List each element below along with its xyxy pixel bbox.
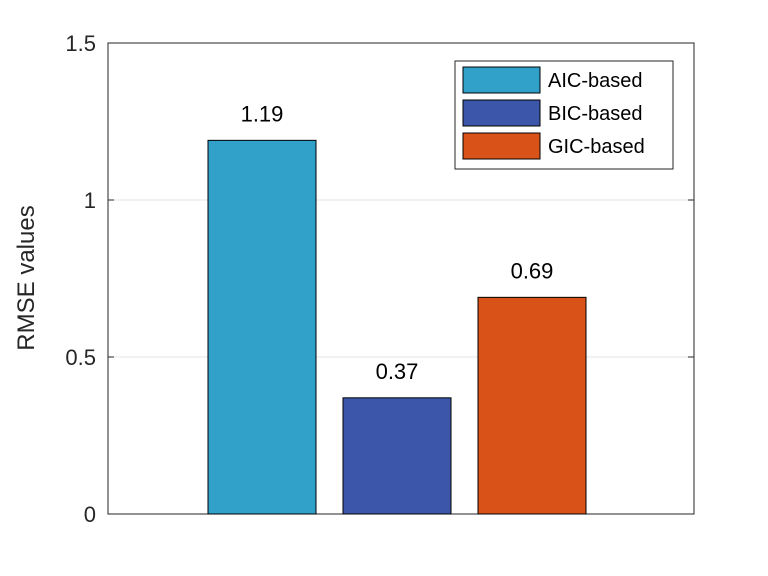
data-label: 0.69 — [511, 258, 554, 283]
y-tick-label: 0 — [84, 502, 96, 527]
data-label: 1.19 — [241, 101, 284, 126]
y-axis-label: RMSE values — [13, 205, 40, 350]
legend-label: AIC-based — [548, 70, 643, 92]
legend-label: GIC-based — [548, 136, 645, 158]
data-labels: 1.19 0.37 0.69 — [241, 101, 554, 383]
legend-label: BIC-based — [548, 103, 643, 125]
legend: AIC-based BIC-based GIC-based — [454, 60, 674, 170]
data-label: 0.37 — [376, 359, 419, 384]
bar-bic-based — [342, 397, 452, 515]
y-axis-ticks: 0 0.5 1 1.5 — [65, 31, 694, 527]
bar-aic-based — [207, 139, 317, 515]
legend-swatch — [462, 132, 541, 160]
bars — [207, 139, 587, 515]
y-tick-label: 0.5 — [65, 345, 96, 370]
bar-gic-based — [477, 296, 587, 515]
y-tick-label: 1.5 — [65, 31, 96, 56]
y-tick-label: 1 — [84, 188, 96, 213]
grid-lines — [108, 199, 694, 358]
legend-swatch — [462, 99, 541, 127]
legend-swatch — [462, 66, 541, 94]
